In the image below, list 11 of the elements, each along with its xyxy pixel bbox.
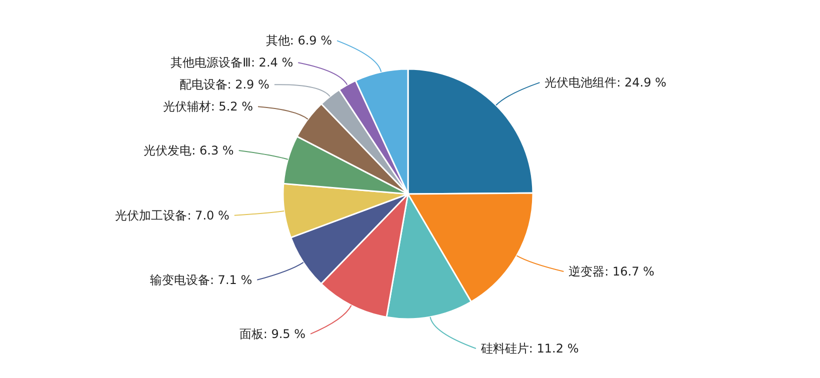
slice-label: 光伏辅材: 5.2 % bbox=[162, 100, 254, 114]
slice-label: 光伏电池组件: 24.9 % bbox=[544, 76, 666, 90]
slice-label: 其他电源设备Ⅲ: 2.4 % bbox=[170, 56, 294, 70]
slice-label: 其他: 6.9 % bbox=[266, 34, 332, 48]
slice-label: 硅料硅片: 11.2 % bbox=[480, 341, 579, 356]
slice-label: 输变电设备: 7.1 % bbox=[150, 272, 252, 287]
slice-label: 配电设备: 2.9 % bbox=[179, 78, 270, 92]
slice-label: 逆变器: 16.7 % bbox=[568, 264, 654, 278]
slice-label: 光伏加工设备: 7.0 % bbox=[115, 208, 230, 222]
slice-label: 面板: 9.5 % bbox=[239, 326, 306, 341]
slice-label: 光伏发电: 6.3 % bbox=[144, 143, 234, 158]
